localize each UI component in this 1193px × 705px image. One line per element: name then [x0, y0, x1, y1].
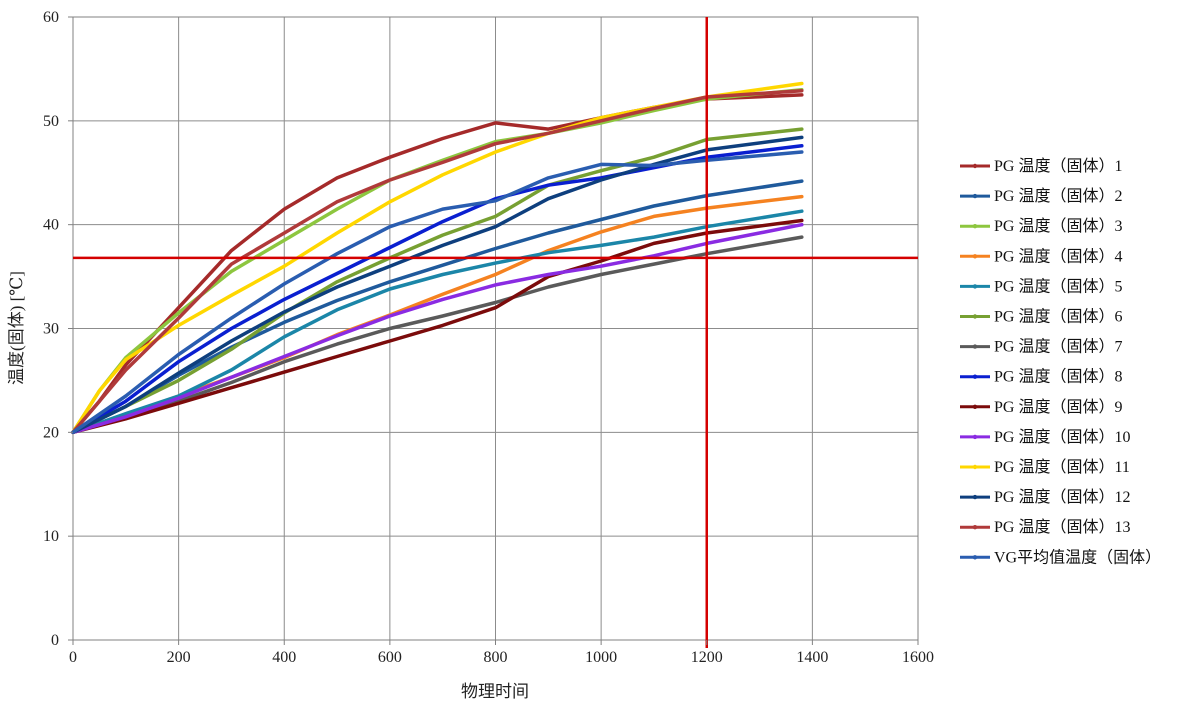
- series-line-9: [71, 218, 804, 435]
- legend-item-5: PG 温度（固体）5: [960, 277, 1122, 295]
- x-tick-label: 0: [69, 649, 77, 666]
- legend-marker: [972, 193, 978, 199]
- series-line-6: [71, 127, 804, 435]
- x-tick-label: 400: [272, 649, 296, 666]
- legend-item-9: PG 温度（固体）9: [960, 398, 1122, 416]
- x-tick-label: 1600: [902, 649, 934, 666]
- legend-marker: [972, 525, 978, 530]
- y-tick-label: 0: [51, 632, 59, 649]
- legend-label: PG 温度（固体）3: [994, 217, 1122, 235]
- legend-label: PG 温度（固体）7: [994, 338, 1122, 356]
- legend-marker: [972, 344, 978, 349]
- legend-item-10: PG 温度（固体）10: [960, 428, 1130, 446]
- legend-label: PG 温度（固体）11: [994, 458, 1130, 476]
- legend-marker: [972, 434, 978, 440]
- x-tick-label: 600: [378, 649, 402, 666]
- y-tick-label: 10: [43, 528, 59, 545]
- x-tick-label: 800: [484, 649, 508, 666]
- legend: PG 温度（固体）1 PG 温度（固体）2 PG 温度（固体）3 PG 温度（固体）4…: [960, 157, 1161, 566]
- legend-label: PG 温度（固体）6: [994, 308, 1122, 326]
- series-line-8: [71, 144, 804, 435]
- legend-label: PG 温度（固体）4: [994, 247, 1122, 265]
- legend-item-13: PG 温度（固体）13: [960, 518, 1130, 536]
- reference-lines: [73, 17, 918, 648]
- y-tick-label: 60: [43, 9, 59, 26]
- legend-marker: [972, 224, 978, 229]
- legend-item-1: PG 温度（固体）1: [960, 157, 1122, 175]
- y-axis-title: 温度(固体) [℃]: [7, 271, 26, 385]
- legend-marker: [972, 404, 978, 409]
- x-tick-label: 200: [167, 649, 191, 666]
- legend-item-8: PG 温度（固体）8: [960, 368, 1122, 386]
- legend-marker: [972, 163, 978, 169]
- legend-label: PG 温度（固体）9: [994, 398, 1122, 416]
- legend-marker: [972, 555, 978, 560]
- legend-item-14: VG平均值温度（固体）: [960, 548, 1161, 566]
- legend-item-3: PG 温度（固体）3: [960, 217, 1122, 235]
- legend-item-4: PG 温度（固体）4: [960, 247, 1122, 265]
- series-line-14: [71, 150, 804, 435]
- legend-marker: [972, 284, 978, 289]
- legend-label: PG 温度（固体）5: [994, 277, 1122, 295]
- legend-marker: [972, 314, 978, 319]
- legend-label: PG 温度（固体）12: [994, 488, 1130, 506]
- series-line-5: [71, 209, 804, 435]
- y-tick-label: 50: [43, 113, 59, 130]
- x-tick-label: 1400: [796, 649, 828, 666]
- legend-item-11: PG 温度（固体）11: [960, 458, 1130, 476]
- legend-item-7: PG 温度（固体）7: [960, 338, 1122, 356]
- legend-item-6: PG 温度（固体）6: [960, 308, 1122, 326]
- y-axis-ticks: 0 10 20 30 40 50 60: [43, 9, 73, 649]
- legend-marker: [972, 254, 978, 259]
- y-tick-label: 30: [43, 321, 59, 338]
- legend-marker: [972, 464, 978, 470]
- legend-label: PG 温度（固体）8: [994, 368, 1122, 386]
- legend-item-2: PG 温度（固体）2: [960, 187, 1122, 205]
- x-axis-title: 物理时间: [461, 682, 529, 701]
- x-tick-label: 1200: [691, 649, 723, 666]
- series-line-7: [71, 235, 804, 435]
- y-tick-label: 20: [43, 424, 59, 441]
- legend-label: PG 温度（固体）13: [994, 518, 1130, 536]
- series-line-2: [71, 179, 804, 435]
- legend-marker: [972, 494, 978, 500]
- legend-marker: [972, 374, 978, 379]
- legend-label: PG 温度（固体）1: [994, 157, 1122, 175]
- x-axis-ticks: 0 200 400 600 800 1000 1200 1400 1600: [69, 640, 934, 666]
- x-tick-label: 1000: [585, 649, 617, 666]
- legend-label: PG 温度（固体）2: [994, 187, 1122, 205]
- legend-label: PG 温度（固体）10: [994, 428, 1130, 446]
- legend-item-12: PG 温度（固体）12: [960, 488, 1130, 506]
- y-tick-label: 40: [43, 217, 59, 234]
- series-line-13: [71, 88, 804, 435]
- legend-label: VG平均值温度（固体）: [994, 548, 1161, 566]
